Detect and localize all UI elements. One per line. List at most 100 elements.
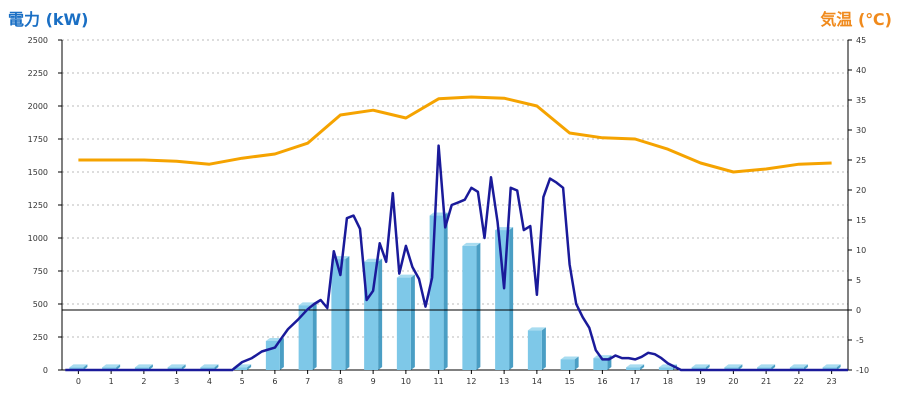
x-tick-label: 19 bbox=[696, 377, 706, 386]
x-tick-label: 11 bbox=[434, 377, 444, 386]
right-tick-label: -5 bbox=[856, 336, 864, 345]
bar bbox=[560, 359, 575, 370]
power-line bbox=[65, 144, 848, 372]
left-tick-label: 250 bbox=[33, 333, 48, 342]
bar bbox=[757, 367, 772, 370]
left-tick-label: 750 bbox=[33, 267, 48, 276]
bar-side bbox=[116, 364, 121, 370]
bar-top bbox=[134, 364, 153, 368]
x-tick-label: 2 bbox=[141, 377, 146, 386]
right-tick-label: 15 bbox=[856, 216, 866, 225]
x-tick-label: 0 bbox=[76, 377, 81, 386]
bar-top bbox=[462, 242, 481, 246]
x-tick-label: 7 bbox=[305, 377, 310, 386]
bar-side bbox=[148, 364, 153, 370]
bar-top bbox=[691, 364, 710, 368]
left-tick-label: 0 bbox=[43, 366, 48, 375]
right-tick-label: 40 bbox=[856, 66, 866, 75]
right-tick-label: 5 bbox=[856, 276, 861, 285]
bar bbox=[233, 367, 248, 370]
right-axis-title: 気温 (℃) bbox=[820, 10, 892, 29]
bar-top bbox=[757, 364, 776, 368]
right-tick-label: -10 bbox=[856, 366, 869, 375]
bar-side bbox=[247, 364, 252, 370]
bar-side bbox=[410, 274, 415, 370]
bar bbox=[429, 215, 444, 370]
bar-top bbox=[396, 274, 415, 278]
bar-side bbox=[574, 356, 579, 370]
bar bbox=[462, 245, 477, 370]
x-tick-label: 20 bbox=[728, 377, 738, 386]
left-axis-title: 電力 (kW) bbox=[8, 10, 89, 29]
left-tick-label: 2000 bbox=[28, 102, 48, 111]
bar bbox=[102, 367, 117, 370]
bar-side bbox=[378, 258, 383, 370]
bar-top bbox=[69, 364, 88, 368]
bar-side bbox=[803, 364, 808, 370]
bar-top bbox=[724, 364, 743, 368]
x-tick-label: 14 bbox=[532, 377, 542, 386]
bar-top bbox=[527, 327, 546, 331]
left-tick-label: 1500 bbox=[28, 168, 48, 177]
bar bbox=[724, 367, 739, 370]
bar-top bbox=[593, 355, 612, 359]
bar-side bbox=[345, 256, 350, 370]
bar-top bbox=[789, 364, 808, 368]
bar-side bbox=[214, 364, 219, 370]
bar-top bbox=[626, 364, 645, 368]
temperature-line bbox=[78, 95, 832, 174]
right-tick-label: 25 bbox=[856, 156, 866, 165]
x-tick-label: 9 bbox=[371, 377, 376, 386]
x-tick-label: 4 bbox=[207, 377, 212, 386]
x-tick-label: 23 bbox=[827, 377, 837, 386]
x-tick-label: 6 bbox=[272, 377, 277, 386]
bar bbox=[298, 305, 313, 370]
left-tick-label: 1250 bbox=[28, 201, 48, 210]
right-tick-label: 35 bbox=[856, 96, 866, 105]
bar bbox=[134, 367, 149, 370]
x-tick-label: 5 bbox=[240, 377, 245, 386]
bar-side bbox=[476, 242, 481, 370]
bar bbox=[396, 277, 411, 370]
bar bbox=[331, 259, 346, 370]
x-tick-label: 15 bbox=[565, 377, 575, 386]
right-tick-label: 45 bbox=[856, 36, 866, 45]
bar-top bbox=[167, 364, 186, 368]
bar-side bbox=[509, 227, 514, 370]
bar-side bbox=[705, 364, 710, 370]
right-tick-label: 0 bbox=[856, 306, 861, 315]
bar-side bbox=[640, 364, 645, 370]
x-tick-label: 17 bbox=[630, 377, 640, 386]
left-tick-label: 1750 bbox=[28, 135, 48, 144]
bar-side bbox=[443, 212, 448, 370]
x-tick-label: 13 bbox=[499, 377, 509, 386]
bar bbox=[626, 367, 641, 370]
bar-side bbox=[771, 364, 776, 370]
x-tick-label: 21 bbox=[761, 377, 771, 386]
bar bbox=[167, 367, 182, 370]
bar bbox=[593, 358, 608, 370]
x-tick-label: 3 bbox=[174, 377, 179, 386]
bar bbox=[200, 367, 215, 370]
left-tick-label: 500 bbox=[33, 300, 48, 309]
bar-side bbox=[312, 302, 317, 370]
bar-top bbox=[200, 364, 219, 368]
x-tick-label: 16 bbox=[597, 377, 607, 386]
x-tick-label: 1 bbox=[109, 377, 114, 386]
bar bbox=[822, 367, 837, 370]
bar bbox=[527, 330, 542, 370]
bar bbox=[658, 367, 673, 370]
bar-side bbox=[836, 364, 841, 370]
bar-side bbox=[738, 364, 743, 370]
left-tick-label: 1000 bbox=[28, 234, 48, 243]
bar-top bbox=[560, 356, 579, 360]
right-tick-label: 30 bbox=[856, 126, 866, 135]
right-tick-label: 20 bbox=[856, 186, 866, 195]
bar-top bbox=[822, 364, 841, 368]
bar bbox=[691, 367, 706, 370]
left-tick-label: 2500 bbox=[28, 36, 48, 45]
left-tick-label: 2250 bbox=[28, 69, 48, 78]
bar bbox=[789, 367, 804, 370]
bar bbox=[69, 367, 84, 370]
